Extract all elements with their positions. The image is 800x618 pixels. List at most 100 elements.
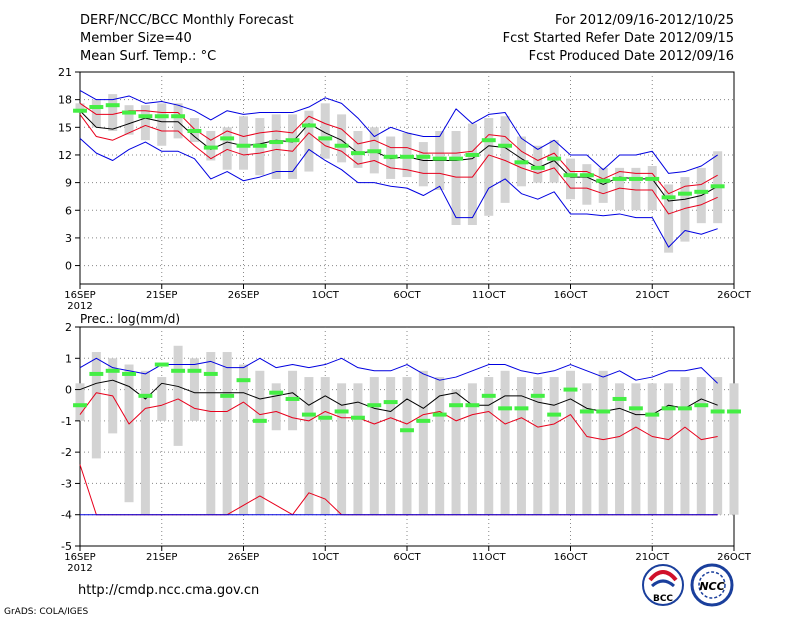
temp-green-marker [171, 114, 186, 119]
temp-xtick-label: 6OCT [393, 290, 421, 301]
temp-bar [320, 103, 330, 159]
prec-bar [451, 389, 461, 515]
temp-green-marker [367, 149, 382, 154]
prec-green-marker [710, 409, 725, 414]
prec-bar [647, 383, 657, 515]
prec-green-marker [154, 362, 169, 367]
temp-bar [467, 123, 477, 226]
bcc-logo: BCC [642, 564, 684, 606]
prec-ytick-label: -4 [61, 509, 72, 522]
prec-green-marker [661, 406, 676, 411]
temp-green-marker [579, 173, 594, 178]
temp-bar [173, 103, 183, 139]
temp-xtick-label: 26SEP [228, 290, 259, 301]
prec-bar [304, 377, 314, 515]
temp-ytick-label: 21 [58, 66, 72, 79]
temp-green-marker [220, 136, 235, 141]
prec-green-marker [122, 371, 136, 376]
prec-line-mean [79, 379, 718, 416]
prec-bar [582, 383, 592, 515]
temp-green-marker [269, 140, 284, 145]
temp-green-marker [465, 152, 480, 157]
temp-bar [418, 142, 428, 187]
prec-ytick-label: -2 [61, 446, 72, 459]
temp-line-blue-lower [79, 137, 718, 248]
temp-green-marker [187, 128, 202, 133]
prec-green-marker [236, 378, 251, 383]
temp-bar [271, 114, 281, 179]
temp-bar [108, 94, 118, 131]
prec-green-marker [334, 409, 349, 414]
prec-ytick-label: -3 [61, 477, 72, 490]
prec-xtick-sublabel: 2012 [67, 563, 92, 574]
temp-bar [140, 105, 150, 141]
prec-bar [91, 352, 101, 459]
temp-bar [582, 164, 592, 205]
temp-ytick-label: 0 [65, 260, 72, 273]
prec-ytick-label: 0 [65, 384, 72, 397]
temp-line-blue-upper [79, 89, 718, 174]
prec-bar [239, 364, 248, 515]
forecast-range: For 2012/09/16-2012/10/25 [555, 13, 734, 28]
temp-green-marker [236, 143, 251, 148]
temp-green-marker [710, 184, 725, 189]
temp-bar [353, 130, 363, 168]
prec-bar [533, 377, 543, 515]
ncc-logo-text: NCC [699, 580, 724, 593]
prec-green-marker [432, 412, 447, 417]
prec-green-marker [727, 409, 741, 414]
prec-xtick-label: 16SEP [64, 552, 95, 563]
temp-xtick-label: 16SEP [64, 290, 95, 301]
prec-green-marker [481, 393, 496, 398]
prec-green-marker [73, 403, 87, 408]
prec-bar [467, 383, 477, 515]
prec-bar [320, 377, 330, 515]
temp-xtick-label: 1OCT [312, 290, 340, 301]
prec-bar [157, 377, 167, 421]
temp-bar [549, 140, 559, 183]
prec-green-marker [89, 371, 104, 376]
prec-green-marker [400, 428, 414, 433]
temp-green-marker [416, 154, 431, 159]
temp-green-marker [547, 156, 562, 161]
prec-green-marker [628, 406, 643, 411]
temp-green-marker [678, 191, 692, 196]
temp-xtick-label: 26OCT [717, 290, 752, 301]
temp-bar [91, 99, 101, 128]
temp-green-marker [645, 176, 660, 181]
temp-green-marker [203, 145, 218, 150]
prec-green-marker [416, 418, 431, 423]
prec-green-marker [465, 403, 480, 408]
temp-bar [598, 167, 608, 203]
temp-bar [533, 145, 543, 183]
prec-bar [255, 370, 265, 515]
prec-bar [353, 383, 363, 515]
temp-green-marker [252, 143, 267, 148]
prec-bar [402, 377, 412, 515]
temp-ytick-label: 12 [58, 149, 72, 162]
temp-bar [124, 105, 134, 135]
prec-ytick-label: -5 [61, 540, 72, 553]
prec-ytick-label: 1 [65, 352, 72, 365]
prec-green-marker [252, 418, 267, 423]
prec-green-marker [530, 393, 545, 398]
prec-green-marker [596, 409, 611, 414]
prec-green-marker [547, 412, 562, 417]
prec-green-marker [285, 396, 300, 401]
temp-green-marker [596, 178, 611, 183]
prec-bar [418, 370, 428, 515]
prec-bar [386, 377, 396, 515]
temp-green-marker [432, 156, 447, 161]
bcc-logo-text: BCC [653, 594, 673, 604]
temp-green-marker [563, 173, 578, 178]
prec-green-marker [301, 412, 316, 417]
temp-ytick-label: 9 [65, 177, 72, 190]
prec-green-marker [514, 406, 529, 411]
temp-green-marker [400, 154, 414, 159]
prec-xtick-label: 21OCT [635, 552, 670, 563]
prec-xtick-label: 6OCT [393, 552, 421, 563]
temp-green-marker [89, 105, 104, 110]
